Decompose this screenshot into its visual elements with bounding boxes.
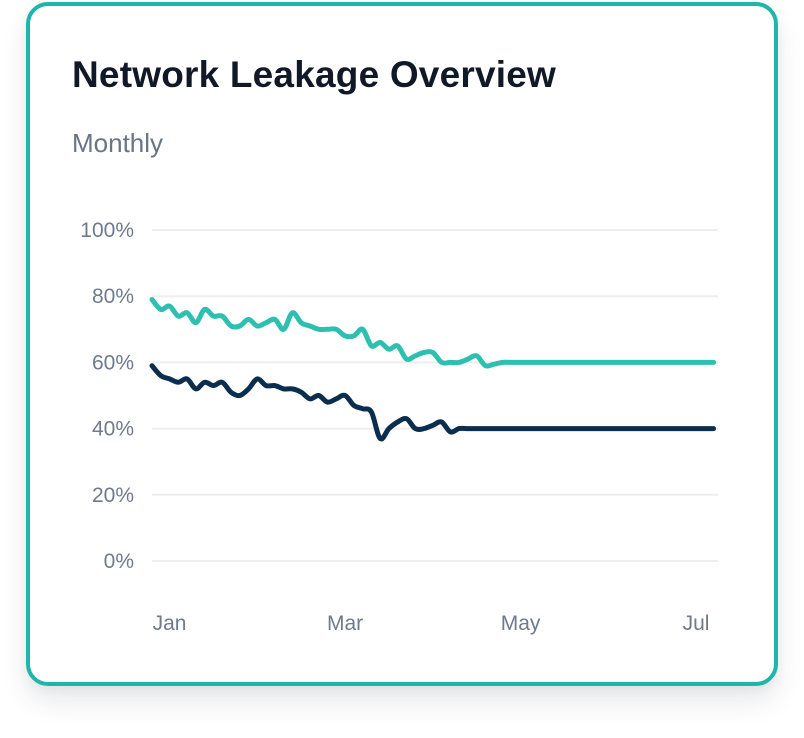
data-points (150, 297, 717, 441)
y-tick-label: 100% (80, 219, 134, 242)
chart-subtitle: Monthly (72, 128, 164, 158)
x-axis-ticks: Jan Mar May Jul (153, 612, 710, 635)
series-line-series-b (149, 363, 717, 442)
x-tick-label: Jan (153, 612, 187, 635)
chart-title: Network Leakage Overview (72, 54, 556, 95)
y-tick-label: 0% (104, 550, 134, 573)
series-line-series-a (149, 297, 717, 369)
series-lines (149, 297, 717, 442)
y-axis-ticks: 0% 20% 40% 60% 80% 100% (80, 219, 134, 573)
x-tick-label: Mar (327, 612, 363, 635)
chart-card (26, 2, 778, 686)
y-tick-label: 20% (92, 484, 134, 507)
x-tick-label: May (501, 612, 541, 635)
y-tick-label: 80% (92, 285, 134, 308)
x-tick-label: Jul (683, 612, 710, 635)
y-tick-label: 40% (92, 418, 134, 441)
y-tick-label: 60% (92, 351, 134, 374)
